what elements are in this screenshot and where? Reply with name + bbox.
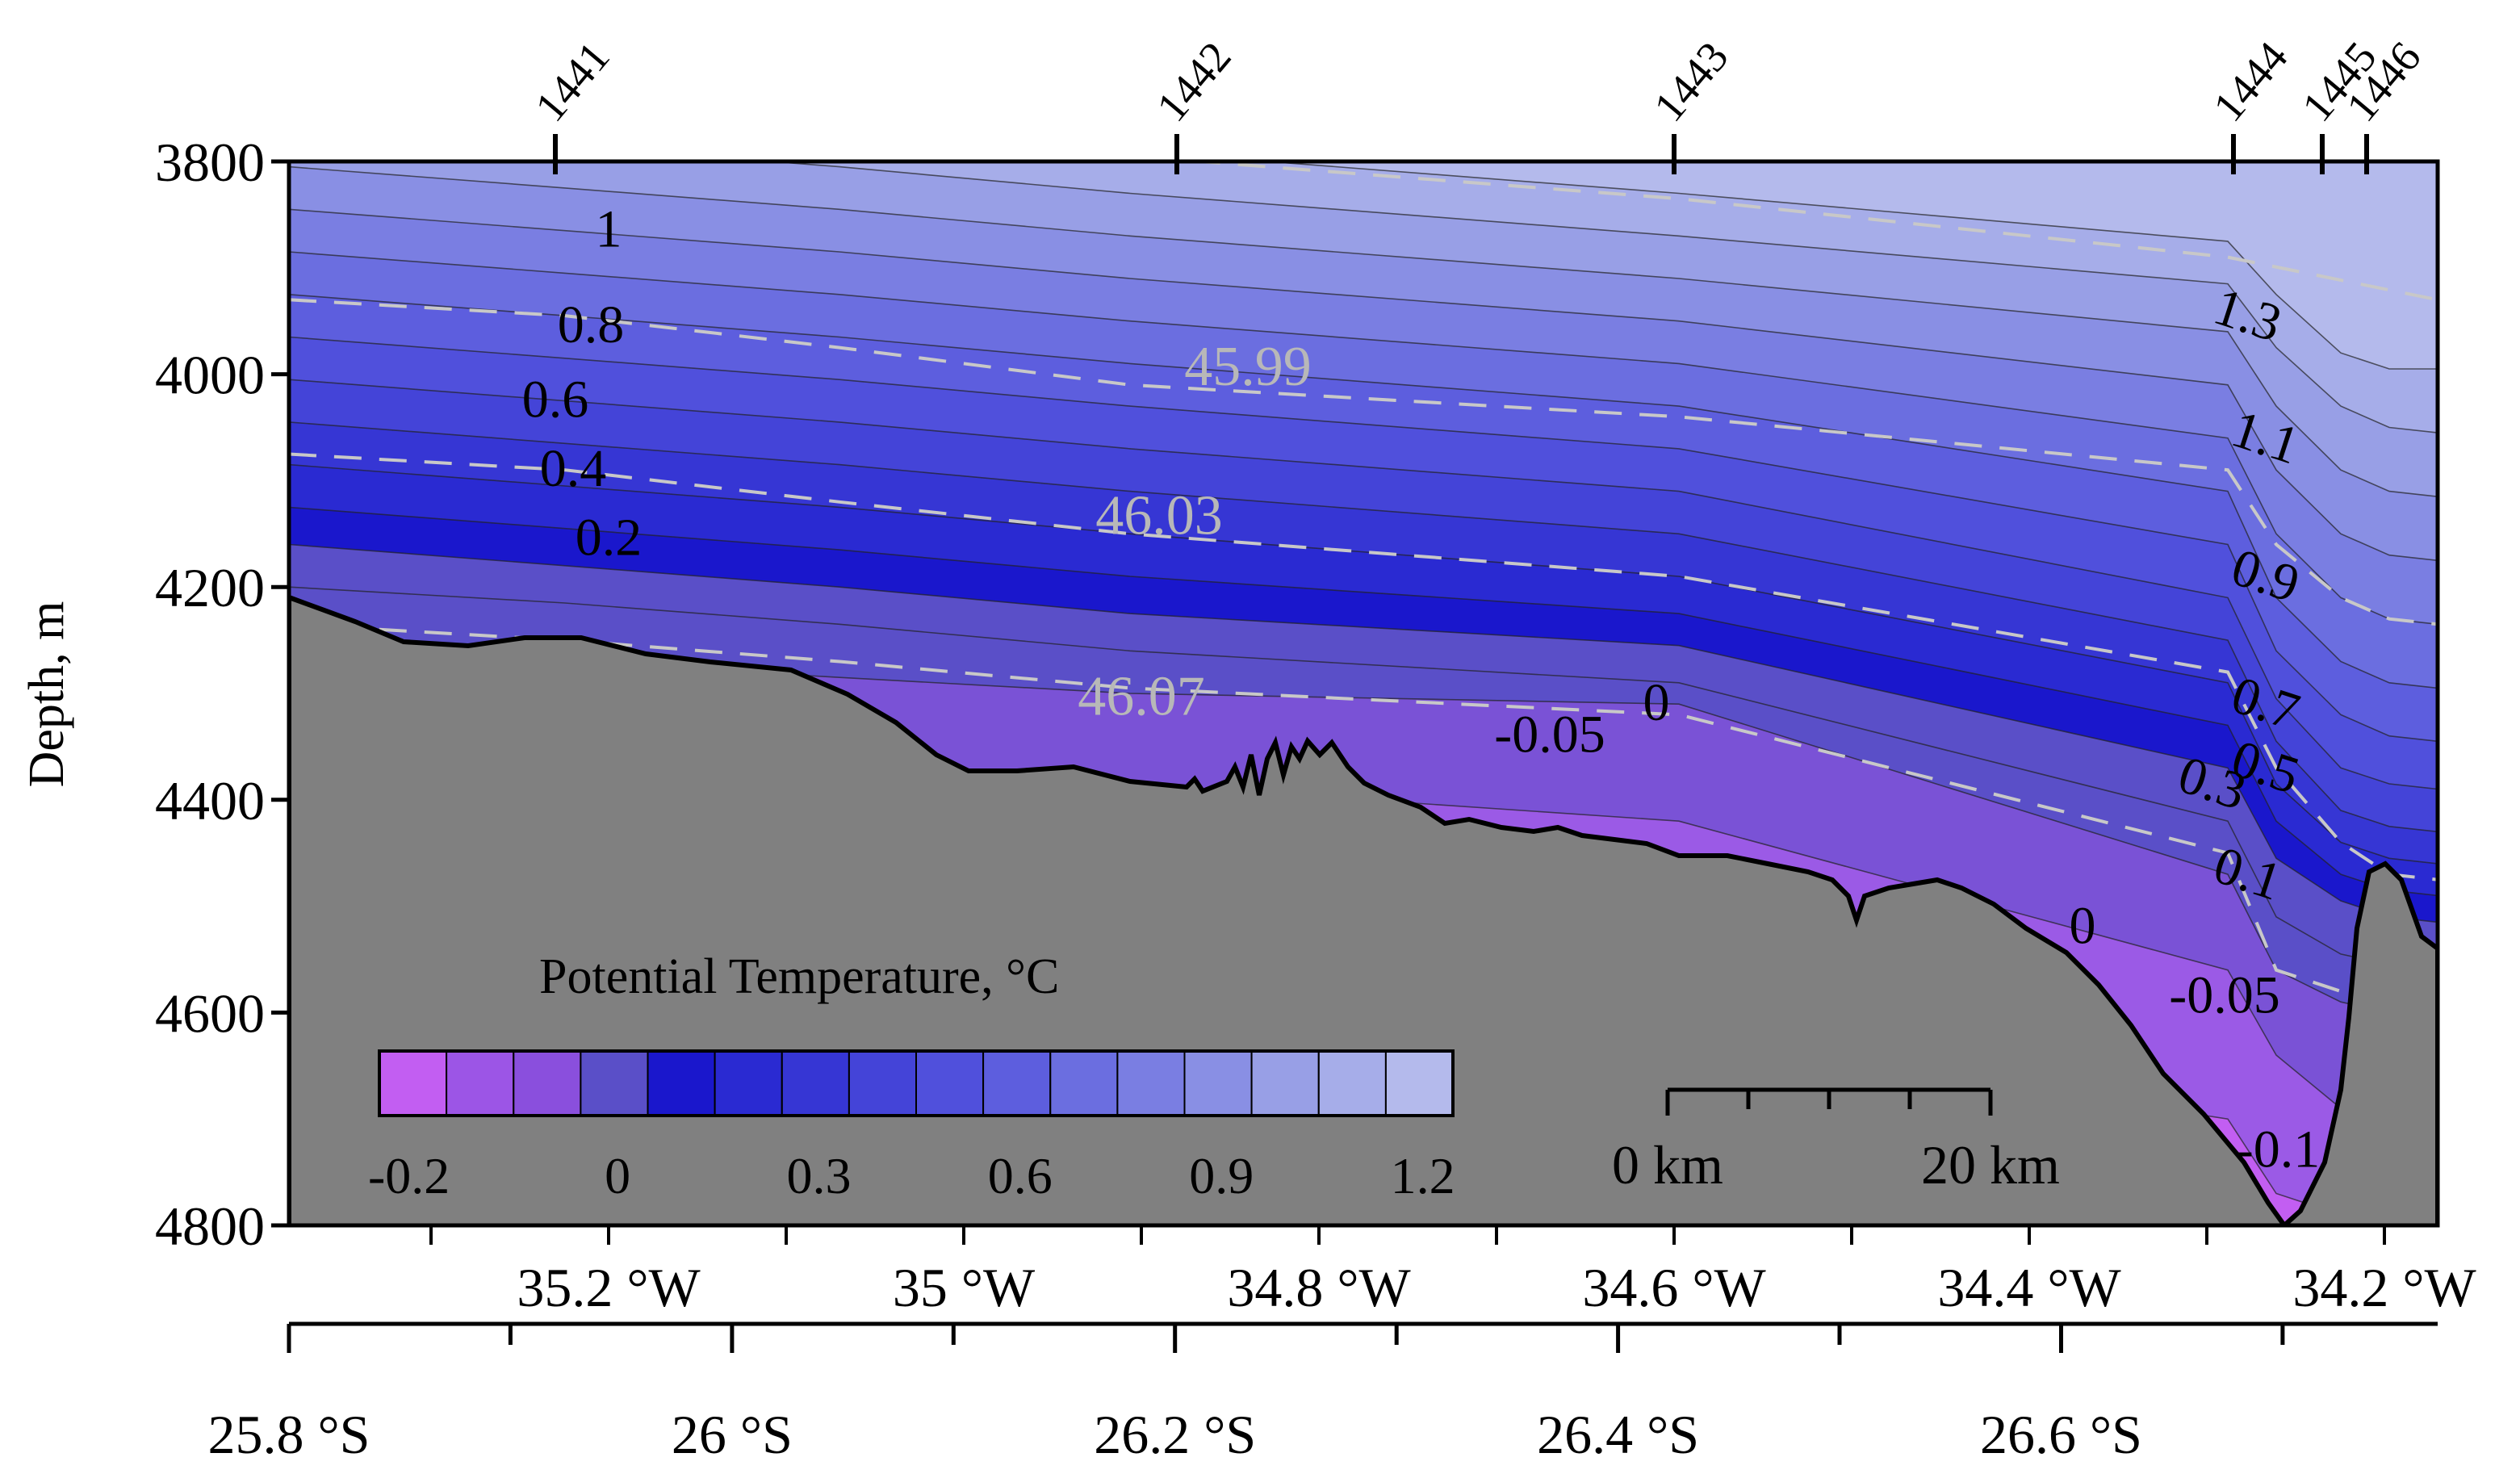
latitude-tick-label: 25.8 °S — [207, 1404, 370, 1465]
density-contour-label: 46.03 — [1095, 484, 1223, 546]
colorbar-tick-labels: -0.2 0 0.3 0.6 0.9 1.2 — [368, 1147, 1455, 1204]
density-isoline — [289, 452, 2438, 881]
temperature-isoline — [289, 208, 2438, 562]
colorbar-cell — [848, 1050, 918, 1116]
colorbar-tick-label: -0.2 — [368, 1147, 450, 1204]
temperature-isoline — [762, 161, 2438, 433]
colorbar-cell — [1183, 1050, 1253, 1116]
station-label: 1442 — [1147, 32, 1240, 130]
colorbar-cell — [513, 1050, 582, 1116]
temperature-isoline — [289, 421, 2438, 833]
temperature-contour-label: 0 — [2070, 897, 2096, 956]
density-isoline — [289, 298, 2438, 626]
colorbar-cell — [1317, 1050, 1387, 1116]
depth-tick-label: 4000 — [155, 345, 265, 406]
plot-area: 10.80.60.40.2-0.0501.31.10.90.70.50.30.1… — [289, 161, 2438, 1225]
depth-tick-label: 4200 — [155, 557, 265, 618]
depth-tick-label: 4400 — [155, 770, 265, 831]
temperature-contour-label: 0.6 — [522, 370, 589, 429]
colorbar-cell — [1116, 1050, 1186, 1116]
colorbar-tick-label: 0.6 — [988, 1147, 1053, 1204]
colorbar-cell — [647, 1050, 716, 1116]
longitude-tick-label: 34.8 °W — [1227, 1257, 1411, 1318]
temperature-isoline — [289, 336, 2438, 743]
colorbar: Potential Temperature, °C -0.2 0 0.3 0.6 0.9… — [368, 949, 1455, 1204]
colorbar-tick-label: 0.9 — [1189, 1147, 1254, 1204]
temperature-isoline — [289, 463, 2438, 865]
temperature-contour-label: -0.05 — [1494, 706, 1605, 764]
longitude-tick-label: 34.4 °W — [1937, 1257, 2121, 1318]
temperature-isoline — [1258, 161, 2438, 370]
depth-tick-label: 3800 — [155, 132, 265, 193]
longitude-tick-label: 34.2 °W — [2292, 1257, 2476, 1318]
colorbar-cell — [379, 1050, 448, 1116]
temperature-contour-label: 0.2 — [576, 509, 643, 567]
colorbar-cell — [1049, 1050, 1119, 1116]
station-label: 1444 — [2204, 32, 2296, 130]
colorbar-cell — [580, 1050, 649, 1116]
density-contour-label: 46.07 — [1078, 665, 1205, 727]
depth-axis-title: Depth, m — [19, 601, 74, 788]
temperature-isoline — [289, 165, 2438, 497]
latitude-axis: 25.8 °S 26 °S 26.2 °S 26.4 °S 26.6 °S — [207, 1321, 2438, 1465]
latitude-tick-label: 26.2 °S — [1094, 1404, 1256, 1465]
latitude-tick-label: 26.4 °S — [1537, 1404, 1699, 1465]
colorbar-title: Potential Temperature, °C — [539, 949, 1059, 1004]
density-contour-label: 45.99 — [1184, 336, 1312, 398]
temperature-contour-label: 0.8 — [558, 295, 625, 354]
latitude-tick-label: 26 °S — [672, 1404, 793, 1465]
temperature-contour-label: 0 — [1643, 673, 1670, 732]
station-label: 1441 — [525, 32, 618, 130]
longitude-tick-label: 35.2 °W — [517, 1257, 701, 1318]
temperature-isoline — [289, 294, 2438, 689]
colorbar-cells — [378, 1049, 1455, 1117]
colorbar-cell — [1384, 1050, 1455, 1116]
density-isoline — [1178, 161, 2438, 302]
plot-frame — [287, 159, 2440, 1228]
station-label: 1443 — [1644, 32, 1737, 130]
colorbar-cell — [714, 1050, 783, 1116]
longitude-tick-label: 34.6 °W — [1582, 1257, 1766, 1318]
colorbar-cell — [781, 1050, 850, 1116]
colorbar-tick-label: 1.2 — [1391, 1147, 1455, 1204]
scale-bar: 0 km 20 km — [1612, 1087, 2060, 1196]
colorbar-cell — [446, 1050, 515, 1116]
temperature-contour-label: -0.1 — [2236, 1120, 2320, 1179]
scale-bar-label-0km: 0 km — [1612, 1134, 1723, 1196]
colorbar-cell — [1250, 1050, 1320, 1116]
temperature-contour-label: -0.05 — [2169, 965, 2279, 1024]
longitude-axis: 35.2 °W 35 °W 34.8 °W 34.6 °W 34.4 °W 34.2 °W — [429, 1225, 2477, 1318]
colorbar-border — [378, 1049, 1455, 1117]
temperature-contour-label: 0.4 — [540, 439, 607, 498]
latitude-tick-label: 26.6 °S — [1980, 1404, 2142, 1465]
colorbar-cell — [915, 1050, 985, 1116]
longitude-tick-label: 35 °W — [893, 1257, 1036, 1318]
temperature-contour-label: 1 — [596, 199, 622, 258]
depth-axis: 3800 4000 4200 4400 4600 4800 — [155, 132, 289, 1257]
temperature-isoline — [289, 379, 2438, 790]
colorbar-tick-label: 0.3 — [787, 1147, 852, 1204]
colorbar-tick-label: 0 — [605, 1147, 630, 1204]
depth-tick-label: 4600 — [155, 982, 265, 1044]
density-contour-labels: 45.99 46.03 46.07 — [1078, 336, 1312, 728]
scale-bar-ticks — [1665, 1090, 1993, 1116]
scale-bar-label-20km: 20 km — [1921, 1134, 2060, 1196]
depth-tick-label: 4800 — [155, 1196, 265, 1257]
colorbar-cell — [982, 1050, 1052, 1116]
